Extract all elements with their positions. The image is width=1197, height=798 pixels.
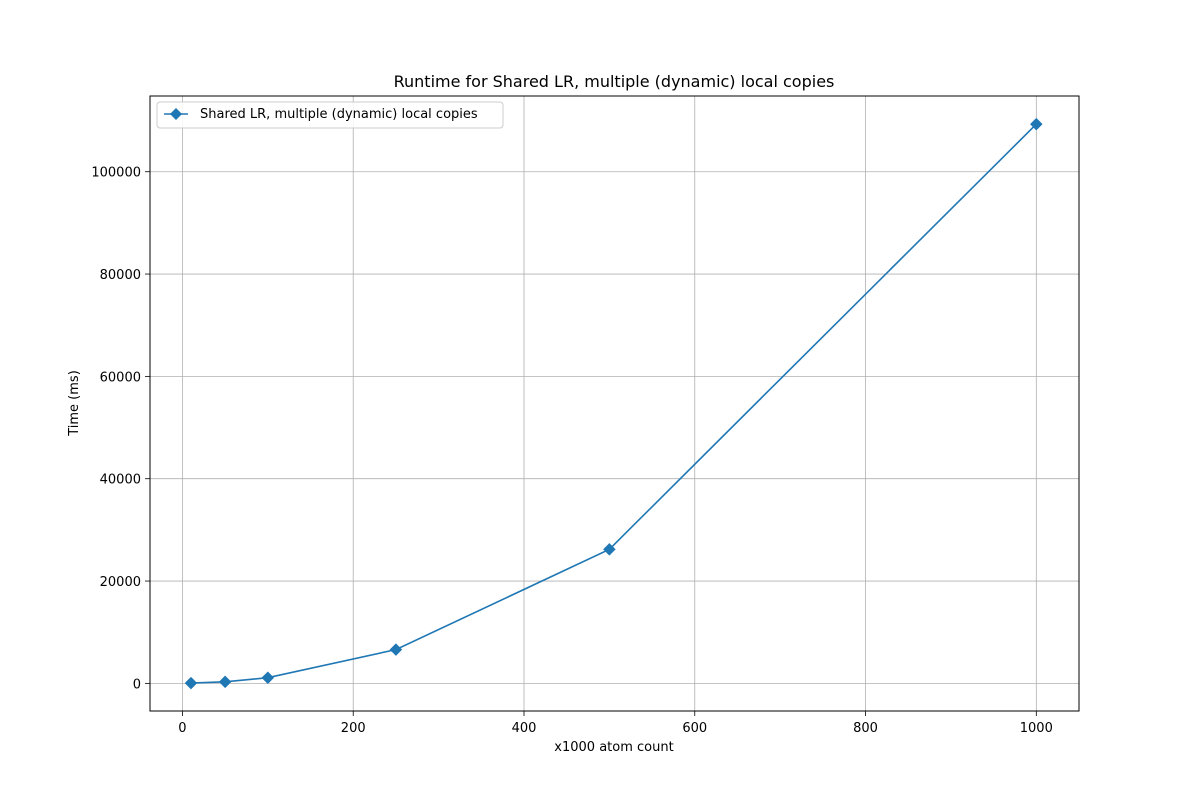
x-tick-label: 0 — [178, 721, 186, 736]
grid-lines — [150, 96, 1079, 711]
data-point-marker — [603, 542, 616, 556]
data-point-marker — [184, 676, 198, 690]
y-tick-label: 20000 — [100, 575, 141, 590]
y-tick-label: 80000 — [100, 268, 141, 283]
x-tick-label: 200 — [341, 721, 366, 736]
y-tick-label: 60000 — [100, 370, 141, 385]
x-tick-label: 800 — [853, 721, 878, 736]
x-tick-label: 600 — [682, 721, 707, 736]
legend-entry-label: Shared LR, multiple (dynamic) local copi… — [200, 107, 478, 122]
legend: Shared LR, multiple (dynamic) local copi… — [156, 101, 504, 129]
x-axis-label: x1000 atom count — [554, 740, 673, 755]
plot-frame — [149, 95, 1080, 712]
y-axis-ticks: 0 20000 40000 60000 80000 100000 — [91, 166, 150, 692]
x-tick-label: 1000 — [1020, 721, 1053, 736]
x-tick-label: 400 — [512, 721, 537, 736]
data-point-marker — [389, 643, 403, 656]
y-axis-label: Time (ms) — [67, 370, 82, 437]
data-point-marker — [218, 675, 232, 689]
plot-content — [184, 117, 1043, 690]
y-tick-label: 40000 — [100, 473, 141, 488]
series-line — [190, 123, 1037, 684]
data-point-marker — [261, 671, 275, 685]
data-point-marker — [1029, 117, 1043, 131]
legend-box — [156, 101, 504, 129]
y-tick-label: 100000 — [91, 166, 141, 181]
legend-diamond-marker — [170, 108, 182, 120]
x-axis-ticks: 0 200 400 600 800 1000 — [178, 711, 1053, 736]
y-tick-label: 0 — [133, 677, 141, 692]
chart-title: Runtime for Shared LR, multiple (dynamic… — [394, 72, 835, 91]
